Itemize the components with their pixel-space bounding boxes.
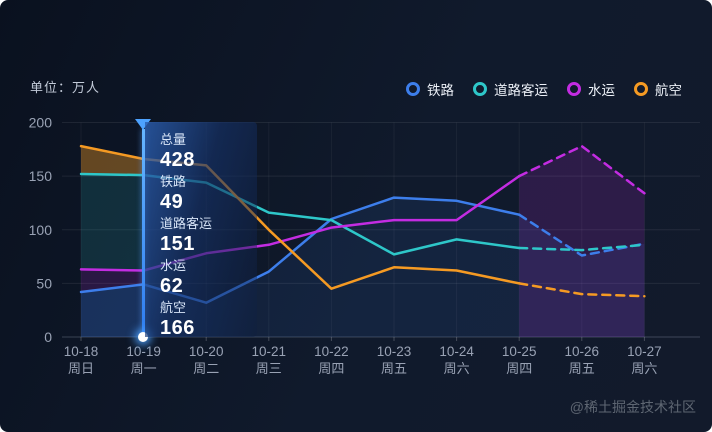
- legend-item-air[interactable]: 航空: [634, 79, 682, 99]
- svg-text:10-20: 10-20: [189, 344, 224, 359]
- legend-item-railway[interactable]: 铁路: [406, 79, 454, 99]
- tooltip-value: 62: [160, 275, 184, 297]
- svg-text:10-23: 10-23: [377, 344, 412, 359]
- tooltip-label: 航空: [160, 300, 187, 315]
- svg-text:周五: 周五: [569, 361, 595, 376]
- tooltip-row-water: 水运 62: [160, 257, 257, 299]
- svg-text:周四: 周四: [506, 361, 532, 376]
- svg-text:50: 50: [36, 275, 52, 291]
- legend-item-road[interactable]: 道路客运: [473, 79, 548, 99]
- railway-series-ring-icon: [406, 82, 420, 96]
- legend-item-label: 航空: [655, 83, 682, 98]
- svg-text:周六: 周六: [444, 361, 470, 376]
- legend-item-label: 水运: [588, 83, 615, 98]
- tooltip-row-air: 航空 166: [160, 299, 257, 341]
- svg-text:周一: 周一: [131, 361, 157, 376]
- svg-text:周五: 周五: [381, 361, 407, 376]
- highlight-marker-line: [135, 119, 151, 342]
- legend: 铁路 道路客运 水运 航空: [406, 79, 682, 99]
- svg-text:200: 200: [29, 115, 53, 131]
- svg-text:10-22: 10-22: [314, 344, 349, 359]
- svg-text:10-26: 10-26: [565, 344, 600, 359]
- legend-item-label: 铁路: [427, 83, 454, 98]
- legend-item-label: 道路客运: [494, 83, 548, 98]
- road-series-ring-icon: [473, 82, 487, 96]
- tooltip-panel: 总量 428 铁路 49 道路客运 151 水运 62 航空 166: [145, 122, 257, 339]
- marker-dot-icon: [138, 332, 148, 342]
- svg-text:150: 150: [29, 168, 53, 184]
- svg-text:10-25: 10-25: [502, 344, 537, 359]
- tooltip-label: 道路客运: [160, 216, 213, 231]
- svg-text:10-24: 10-24: [439, 344, 474, 359]
- svg-text:周日: 周日: [68, 361, 94, 376]
- svg-text:10-18: 10-18: [64, 344, 99, 359]
- svg-text:周四: 周四: [318, 361, 344, 376]
- svg-text:周三: 周三: [256, 361, 282, 376]
- tooltip-value: 49: [160, 191, 184, 213]
- svg-text:0: 0: [44, 329, 52, 345]
- marker-triangle-icon: [135, 119, 151, 130]
- tooltip-label: 水运: [160, 258, 187, 273]
- tooltip-row-railway: 铁路 49: [160, 173, 257, 215]
- tooltip-label: 铁路: [160, 174, 187, 189]
- tooltip-row-road: 道路客运 151: [160, 215, 257, 257]
- svg-text:周二: 周二: [193, 361, 219, 376]
- tooltip-value: 151: [160, 233, 195, 255]
- tooltip-value: 428: [160, 149, 195, 171]
- air-series-ring-icon: [634, 82, 648, 96]
- tooltip-value: 166: [160, 317, 195, 339]
- svg-text:100: 100: [29, 222, 53, 238]
- watermark: @稀土掘金技术社区: [569, 399, 696, 415]
- svg-text:周六: 周六: [631, 361, 657, 376]
- tooltip-label: 总量: [160, 132, 187, 147]
- svg-text:10-21: 10-21: [252, 344, 287, 359]
- svg-text:10-27: 10-27: [627, 344, 662, 359]
- svg-text:10-19: 10-19: [126, 344, 161, 359]
- y-axis-unit-label: 单位：万人: [30, 80, 101, 95]
- tooltip-row-total: 总量 428: [160, 131, 257, 173]
- legend-item-water[interactable]: 水运: [567, 79, 615, 99]
- water-series-ring-icon: [567, 82, 581, 96]
